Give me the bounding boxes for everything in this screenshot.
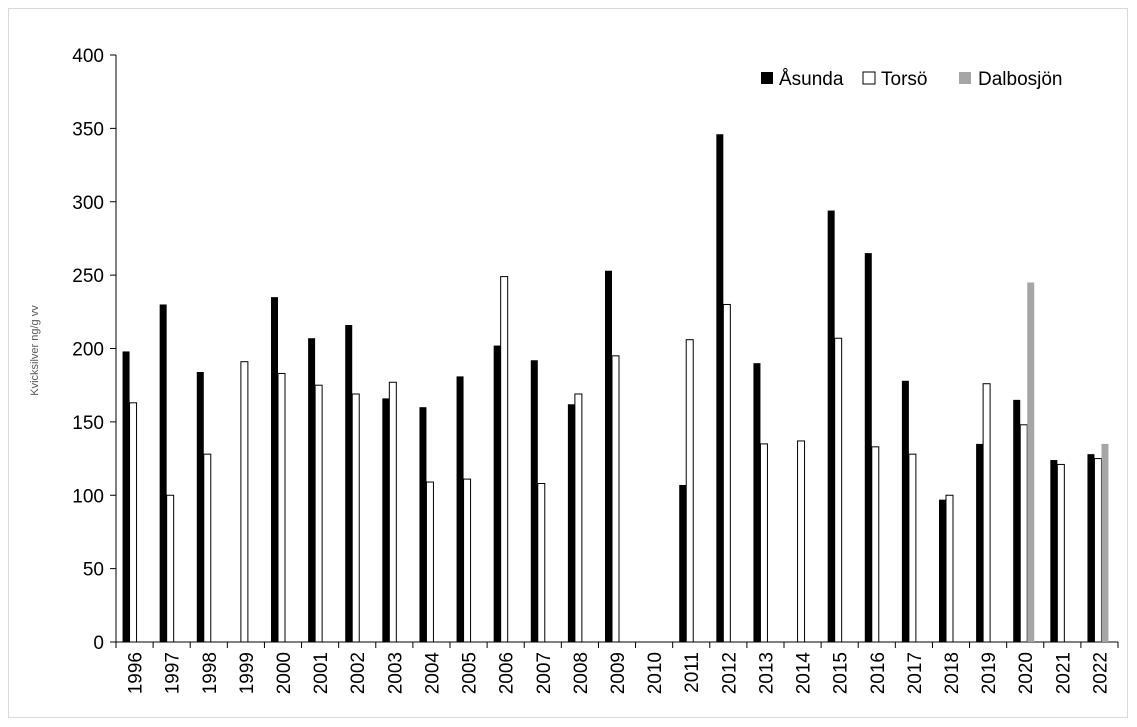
bar--sunda-2021 [1050,460,1058,642]
bar-dalbosj-n-2022 [1101,443,1109,642]
bar-tors--2019 [982,383,991,643]
bar--sunda-1997 [159,304,167,642]
y-tick-label: 400 [72,46,104,67]
x-tick-label: 1996 [126,652,147,694]
x-tick-label: 2000 [274,652,295,694]
bar-tors--1998 [203,453,212,643]
bar--sunda-2007 [530,360,538,642]
bar-tors--1997 [166,494,175,643]
bar-tors--2007 [537,483,546,643]
bar--sunda-1996 [122,351,130,642]
bar--sunda-2006 [493,345,501,642]
x-tick-label: 2009 [608,652,629,694]
bar--sunda-2002 [345,325,353,642]
x-tick-label: 2007 [534,652,555,694]
bar-tors--2020 [1019,424,1028,643]
y-tick-label: 200 [72,340,104,361]
x-tick-label: 2017 [905,652,926,694]
bar--sunda-2000 [271,297,278,642]
bar--sunda-2009 [605,270,612,642]
bar--sunda-2016 [864,253,872,643]
bar-tors--2002 [351,393,360,643]
y-axis-label: Kvicksilver ng/g vv [29,305,41,396]
y-tick-label: 250 [72,266,104,287]
bar--sunda-2004 [419,407,427,642]
bar--sunda-2013 [753,363,761,642]
x-tick-label: 2021 [1053,652,1074,694]
bar-tors--2001 [314,384,323,643]
x-tick-label: 2005 [460,652,481,694]
x-tick-label: 2022 [1090,652,1111,694]
legend-label: Dalbosjön [978,69,1063,90]
bar-tors--1996 [129,402,138,643]
bar-tors--1999 [240,361,249,643]
x-tick-label: 1998 [200,652,221,694]
bar--sunda-2017 [901,380,909,642]
x-tick-label: 2016 [868,652,889,694]
x-tick-label: 2011 [682,652,703,693]
x-tick-label: 2002 [348,652,369,694]
bar-dalbosj-n-2020 [1027,282,1035,642]
x-tick-label: 2012 [719,652,740,694]
x-tick-label: 2015 [831,652,852,694]
bar--sunda-2020 [1013,399,1021,642]
bar-tors--2005 [463,478,472,643]
x-tick-label: 2006 [497,652,518,694]
x-tick-label: 2010 [645,652,666,694]
x-tick-label: 1997 [163,652,184,694]
bar-tors--2008 [574,393,583,643]
bar--sunda-2022 [1087,454,1095,642]
x-tick-label: 2018 [942,652,963,694]
bar--sunda-2019 [976,443,984,642]
bar--sunda-2005 [456,376,464,642]
y-tick-label: 50 [83,560,104,581]
bar-tors--2021 [1056,463,1065,643]
x-tick-label: 2013 [756,652,777,694]
x-tick-label: 2020 [1016,652,1037,694]
x-tick-label: 2019 [979,652,1000,694]
y-tick-label: 0 [93,633,104,654]
bar-tors--2017 [908,453,917,643]
bar--sunda-1998 [196,371,204,642]
bar--sunda-2012 [716,134,724,642]
x-tick-label: 2014 [794,652,815,695]
y-tick-label: 150 [72,413,104,434]
bar--sunda-2018 [939,499,946,642]
bar-tors--2012 [722,303,731,643]
bar--sunda-2003 [382,398,390,642]
bar-tors--2006 [500,276,509,643]
bar-tors--2018 [945,494,954,643]
bar-tors--2015 [834,337,843,643]
legend-swatch [862,71,876,85]
bar-tors--2011 [685,339,694,643]
bar-tors--2014 [797,440,806,643]
legend-swatch [959,72,971,84]
bar-tors--2022 [1093,458,1102,643]
x-tick-label: 2004 [422,652,443,695]
bar-tors--2009 [611,355,620,643]
y-tick-label: 100 [72,486,104,507]
legend-swatch [761,72,773,84]
x-tick-label: 2001 [311,652,332,694]
bar--sunda-2008 [567,404,575,642]
bar-tors--2003 [388,381,397,643]
bar-tors--2013 [759,443,768,643]
bar--sunda-2015 [827,210,835,642]
legend-label: Åsunda [779,69,844,90]
bar--sunda-2001 [308,338,316,642]
x-tick-label: 2008 [571,652,592,694]
bar-tors--2016 [871,446,880,643]
y-tick-label: 300 [72,193,104,214]
x-tick-label: 1999 [237,652,258,694]
bar-tors--2000 [277,372,286,643]
legend-label: Torsö [881,69,927,90]
x-tick-label: 2003 [385,652,406,694]
bar-tors--2004 [425,481,434,643]
y-tick-label: 350 [72,119,104,140]
bar--sunda-2011 [679,484,687,642]
